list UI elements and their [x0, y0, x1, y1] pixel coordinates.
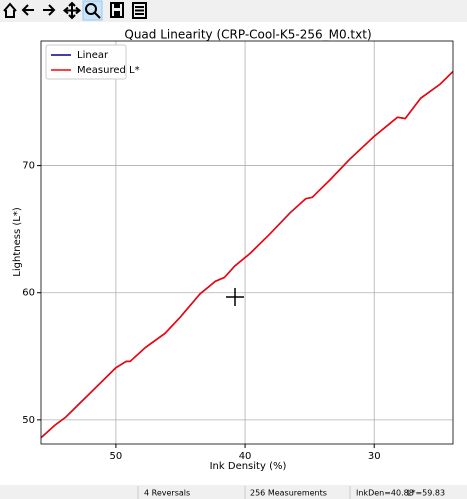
x-tick-label: 40: [239, 451, 252, 462]
plot-area: [41, 41, 453, 444]
axes-frame: [40, 40, 454, 445]
x-tick-label: 50: [110, 451, 123, 462]
status-text: L*=59.83: [407, 489, 445, 498]
configure-button[interactable]: [132, 2, 147, 19]
status-text: 256 Measurements: [250, 489, 327, 498]
x-tick-label: 30: [368, 451, 381, 462]
home-button[interactable]: [3, 2, 17, 18]
forward-button[interactable]: [43, 4, 56, 16]
legend-label: Measured L*: [77, 65, 140, 76]
y-tick-label: 60: [22, 288, 35, 299]
pan-button[interactable]: [62, 1, 82, 20]
status-text: 4 Reversals: [144, 489, 190, 498]
cursor: [226, 288, 244, 306]
y-tick-label: 50: [22, 415, 35, 426]
x-axis-label: Ink Density (%): [210, 461, 287, 472]
y-axis-label: Lightness (L*): [12, 207, 23, 277]
legend-label: Linear: [77, 50, 109, 61]
y-tick-label: 70: [22, 161, 35, 172]
zoom-icon: [85, 3, 101, 19]
save-button[interactable]: [110, 2, 124, 18]
back-button[interactable]: [21, 4, 34, 16]
data-line: [40, 70, 454, 439]
status-text: InkDen=40.88: [356, 489, 414, 498]
chart-title: Quad Linearity (CRP-Cool-K5-256_M0.txt): [124, 28, 371, 42]
